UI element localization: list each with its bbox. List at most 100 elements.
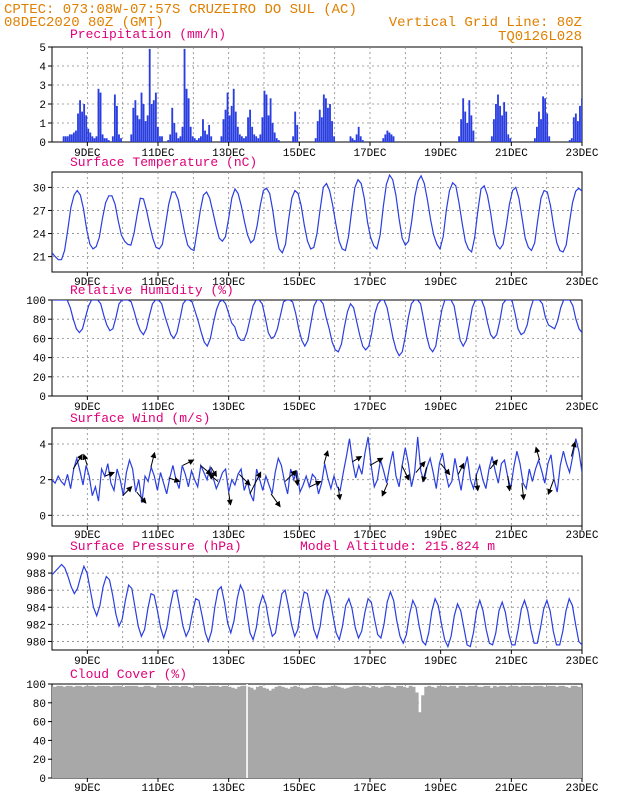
x-tick-label: 17DEC <box>353 783 386 795</box>
cloud-bar <box>181 685 185 778</box>
plot-area <box>52 684 582 778</box>
x-tick-label: 11DEC <box>141 656 174 668</box>
cloud-bar <box>477 686 481 778</box>
precip-bar <box>87 128 90 142</box>
precip-bar <box>574 113 577 142</box>
cloud-bar <box>59 685 64 778</box>
x-tick-label: 11DEC <box>141 402 174 414</box>
x-tick-label: 15DEC <box>283 402 316 414</box>
precip-bar <box>197 138 200 142</box>
precip-bar <box>388 132 391 142</box>
panel-cloud: 0 20 40 60 80 100 9DEC 11DEC 13DEC 15DEC 17DEC 19DE… <box>26 667 599 795</box>
wind-arrow <box>238 473 251 486</box>
precip-bar <box>202 119 204 142</box>
wind-arrow <box>284 469 297 482</box>
precip-bar <box>458 136 460 142</box>
x-tick-label: 15DEC <box>283 656 316 668</box>
cloud-bar <box>446 686 450 778</box>
precip-bar <box>173 123 176 142</box>
x-tick-label: 19DEC <box>424 402 457 414</box>
cloud-bar <box>389 686 394 778</box>
cloud-bar <box>115 685 120 778</box>
cloud-bar <box>355 685 360 778</box>
precip-bar <box>490 136 493 142</box>
cloud-bar <box>302 688 307 778</box>
cloud-bar <box>156 685 160 778</box>
precip-bar <box>226 92 229 142</box>
cloud-bar <box>202 685 207 778</box>
cloud-bar <box>168 686 173 778</box>
precip-bar <box>111 136 114 142</box>
x-tick-label: 9DEC <box>74 783 101 795</box>
cloud-bar <box>495 686 500 778</box>
x-tick-label: 11DEC <box>141 530 174 542</box>
cloud-bar <box>255 686 260 778</box>
cloud-bar <box>474 685 478 778</box>
y-tick-label: 40 <box>33 354 46 366</box>
precip-bar <box>175 132 178 142</box>
cloud-bar <box>421 695 425 778</box>
wind-arrow <box>104 471 115 478</box>
wind-arrow <box>200 465 212 476</box>
precip-bar <box>232 88 235 142</box>
header-station: CPTEC: 073:08W-07:57S CRUZEIRO DO SUL (A… <box>4 2 357 18</box>
wind-arrow <box>570 441 577 457</box>
precip-bar <box>507 134 510 142</box>
panel-title: Surface Pressure (hPa) <box>70 539 242 554</box>
x-tick-label: 17DEC <box>353 402 386 414</box>
plot-area <box>62 48 582 142</box>
cloud-bar <box>530 686 534 778</box>
y-tick-label: 0 <box>39 511 46 523</box>
wind-arrow <box>210 466 217 478</box>
cloud-bar <box>393 687 397 778</box>
cloud-bar <box>215 685 220 778</box>
panel-frame <box>51 555 583 651</box>
x-tick-label: 13DEC <box>212 656 245 668</box>
wind-arrow <box>401 465 410 481</box>
cloud-bar <box>184 685 188 778</box>
cloud-bar <box>524 685 528 778</box>
cloud-bar <box>206 686 210 778</box>
panel-rh: 0 20 40 60 80 100 9DEC 11DEC 13DEC 15DEC 17DEC 19DE… <box>26 283 599 414</box>
cloud-bar <box>100 685 104 778</box>
cloud-bar <box>480 686 485 778</box>
cloud-bar <box>121 686 126 778</box>
wind-arrow <box>440 463 451 476</box>
cloud-bar <box>65 685 70 778</box>
precip-bar <box>105 138 108 142</box>
x-tick-label: 19DEC <box>424 277 457 289</box>
x-tick-label: 13DEC <box>212 148 245 160</box>
precip-bar <box>103 138 106 142</box>
precip-bar <box>275 138 278 142</box>
cloud-bar <box>143 685 148 778</box>
wind-arrow <box>136 491 147 504</box>
x-tick-label: 9DEC <box>74 530 101 542</box>
precip-bar <box>130 134 133 142</box>
x-tick-label: 21DEC <box>495 402 528 414</box>
precip-bar <box>495 104 497 142</box>
cloud-bar <box>327 686 332 778</box>
precip-bar <box>146 115 149 142</box>
wind-arrow <box>122 486 133 497</box>
rh-series-line <box>52 300 582 357</box>
panel-title: Surface Temperature (nC) <box>70 155 257 170</box>
precip-bar <box>533 138 536 142</box>
cloud-bar <box>371 685 375 778</box>
precip-bar <box>570 138 573 142</box>
cloud-bar <box>383 685 388 778</box>
precip-bar <box>236 126 239 142</box>
precip-bar <box>263 90 266 142</box>
cloud-gap <box>246 684 248 778</box>
precip-bar <box>171 107 174 142</box>
cloud-bar <box>483 685 488 778</box>
wind-arrow <box>294 470 300 487</box>
wind-arrow <box>415 460 426 473</box>
cloud-bar <box>137 686 142 778</box>
cloud-bar <box>336 686 341 778</box>
precip-bar <box>189 126 192 142</box>
y-tick-label: 0 <box>39 138 46 150</box>
cloud-bar <box>53 686 57 778</box>
cloud-bar <box>224 685 229 778</box>
precip-bar <box>501 115 504 142</box>
precip-bar <box>238 134 241 142</box>
